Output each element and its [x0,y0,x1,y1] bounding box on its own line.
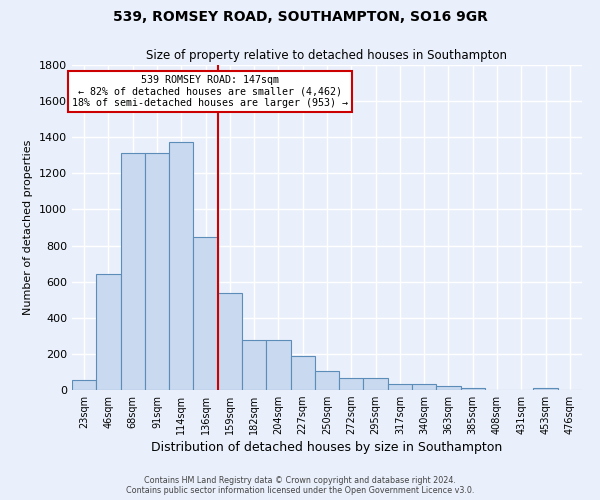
Bar [461,388,485,390]
Bar [96,274,121,390]
Bar [436,386,461,390]
Bar [145,154,169,390]
Text: 539, ROMSEY ROAD, SOUTHAMPTON, SO16 9GR: 539, ROMSEY ROAD, SOUTHAMPTON, SO16 9GR [113,10,487,24]
Bar [315,371,339,390]
Bar [533,388,558,390]
Bar [218,294,242,390]
Title: Size of property relative to detached houses in Southampton: Size of property relative to detached ho… [146,50,508,62]
Bar [193,238,218,390]
Bar [290,356,315,390]
X-axis label: Distribution of detached houses by size in Southampton: Distribution of detached houses by size … [151,442,503,454]
Bar [169,142,193,390]
Bar [266,340,290,390]
Bar [412,384,436,390]
Text: 539 ROMSEY ROAD: 147sqm
← 82% of detached houses are smaller (4,462)
18% of semi: 539 ROMSEY ROAD: 147sqm ← 82% of detache… [72,74,348,108]
Bar [72,380,96,390]
Bar [388,384,412,390]
Bar [121,154,145,390]
Bar [339,378,364,390]
Y-axis label: Number of detached properties: Number of detached properties [23,140,34,315]
Text: Contains HM Land Registry data © Crown copyright and database right 2024.
Contai: Contains HM Land Registry data © Crown c… [126,476,474,495]
Bar [364,378,388,390]
Bar [242,340,266,390]
